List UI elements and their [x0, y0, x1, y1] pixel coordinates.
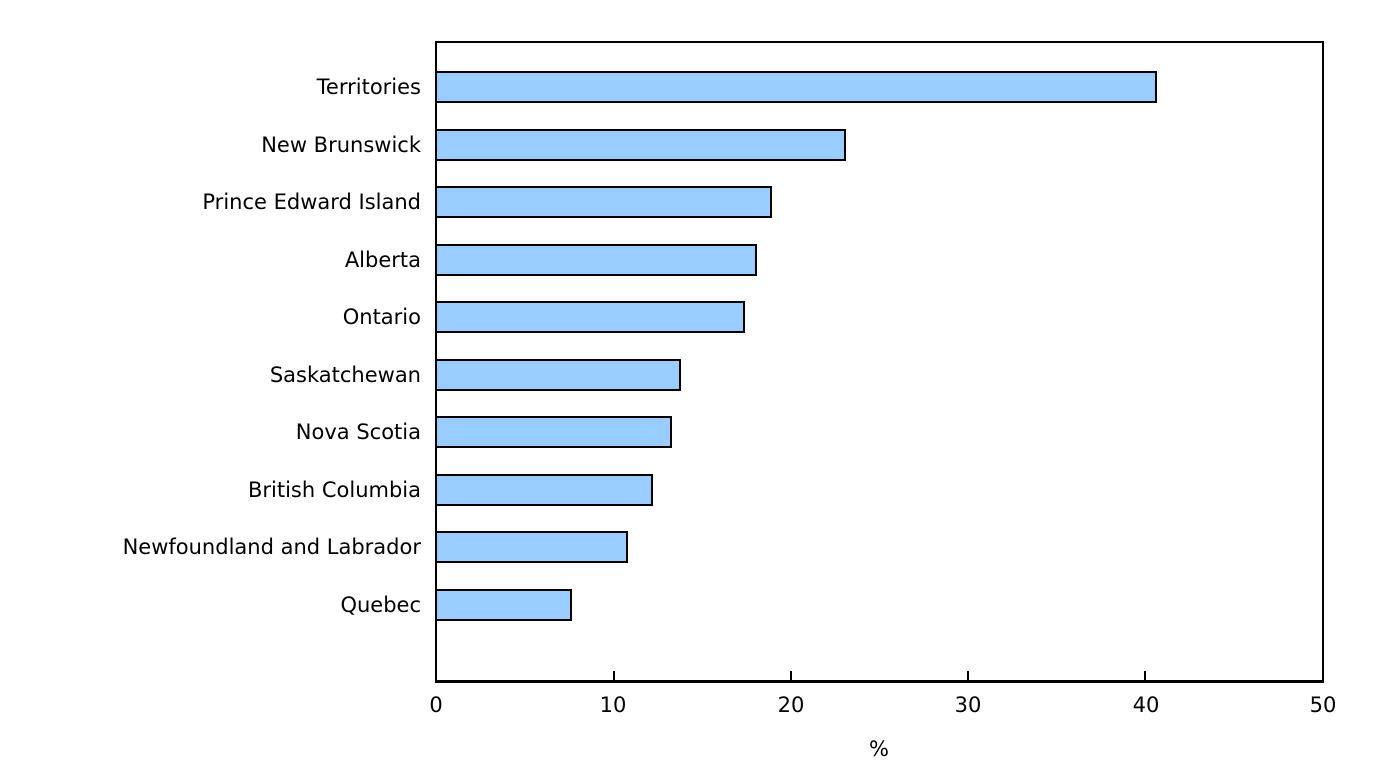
bar-new-brunswick	[437, 128, 846, 161]
x-axis-tick	[790, 671, 792, 680]
category-label: Newfoundland and Labrador	[122, 535, 421, 559]
x-tick-label: 0	[429, 693, 443, 717]
bar-nova-scotia	[437, 416, 672, 448]
category-label: Ontario	[342, 305, 421, 329]
bar-british-columbia	[437, 473, 653, 506]
category-label: Prince Edward Island	[202, 190, 421, 214]
bar-saskatchewan	[437, 358, 681, 391]
x-tick-label: 40	[1132, 693, 1160, 717]
category-label: Alberta	[344, 247, 421, 272]
category-label: British Columbia	[247, 477, 421, 502]
bar-quebec	[437, 588, 572, 621]
x-axis-label: %	[869, 737, 889, 761]
category-label: Nova Scotia	[295, 420, 421, 444]
x-tick-label: 30	[954, 693, 982, 717]
category-label: New Brunswick	[261, 132, 421, 157]
category-label: Saskatchewan	[269, 362, 421, 387]
x-tick-label: 50	[1309, 693, 1337, 717]
bar-territories	[437, 71, 1157, 103]
x-tick-label: 10	[599, 693, 627, 717]
plot-area	[435, 41, 1324, 683]
x-axis-tick	[613, 671, 615, 680]
x-axis-tick	[1144, 671, 1146, 680]
category-label: Quebec	[340, 592, 421, 617]
category-label: Territories	[316, 75, 421, 99]
bar-alberta	[437, 243, 757, 276]
bar-newfoundland-and-labrador	[437, 531, 628, 563]
bar-prince-edward-island	[437, 186, 772, 218]
x-axis-tick	[967, 671, 969, 680]
x-tick-label: 20	[777, 693, 805, 717]
bar-ontario	[437, 301, 745, 333]
